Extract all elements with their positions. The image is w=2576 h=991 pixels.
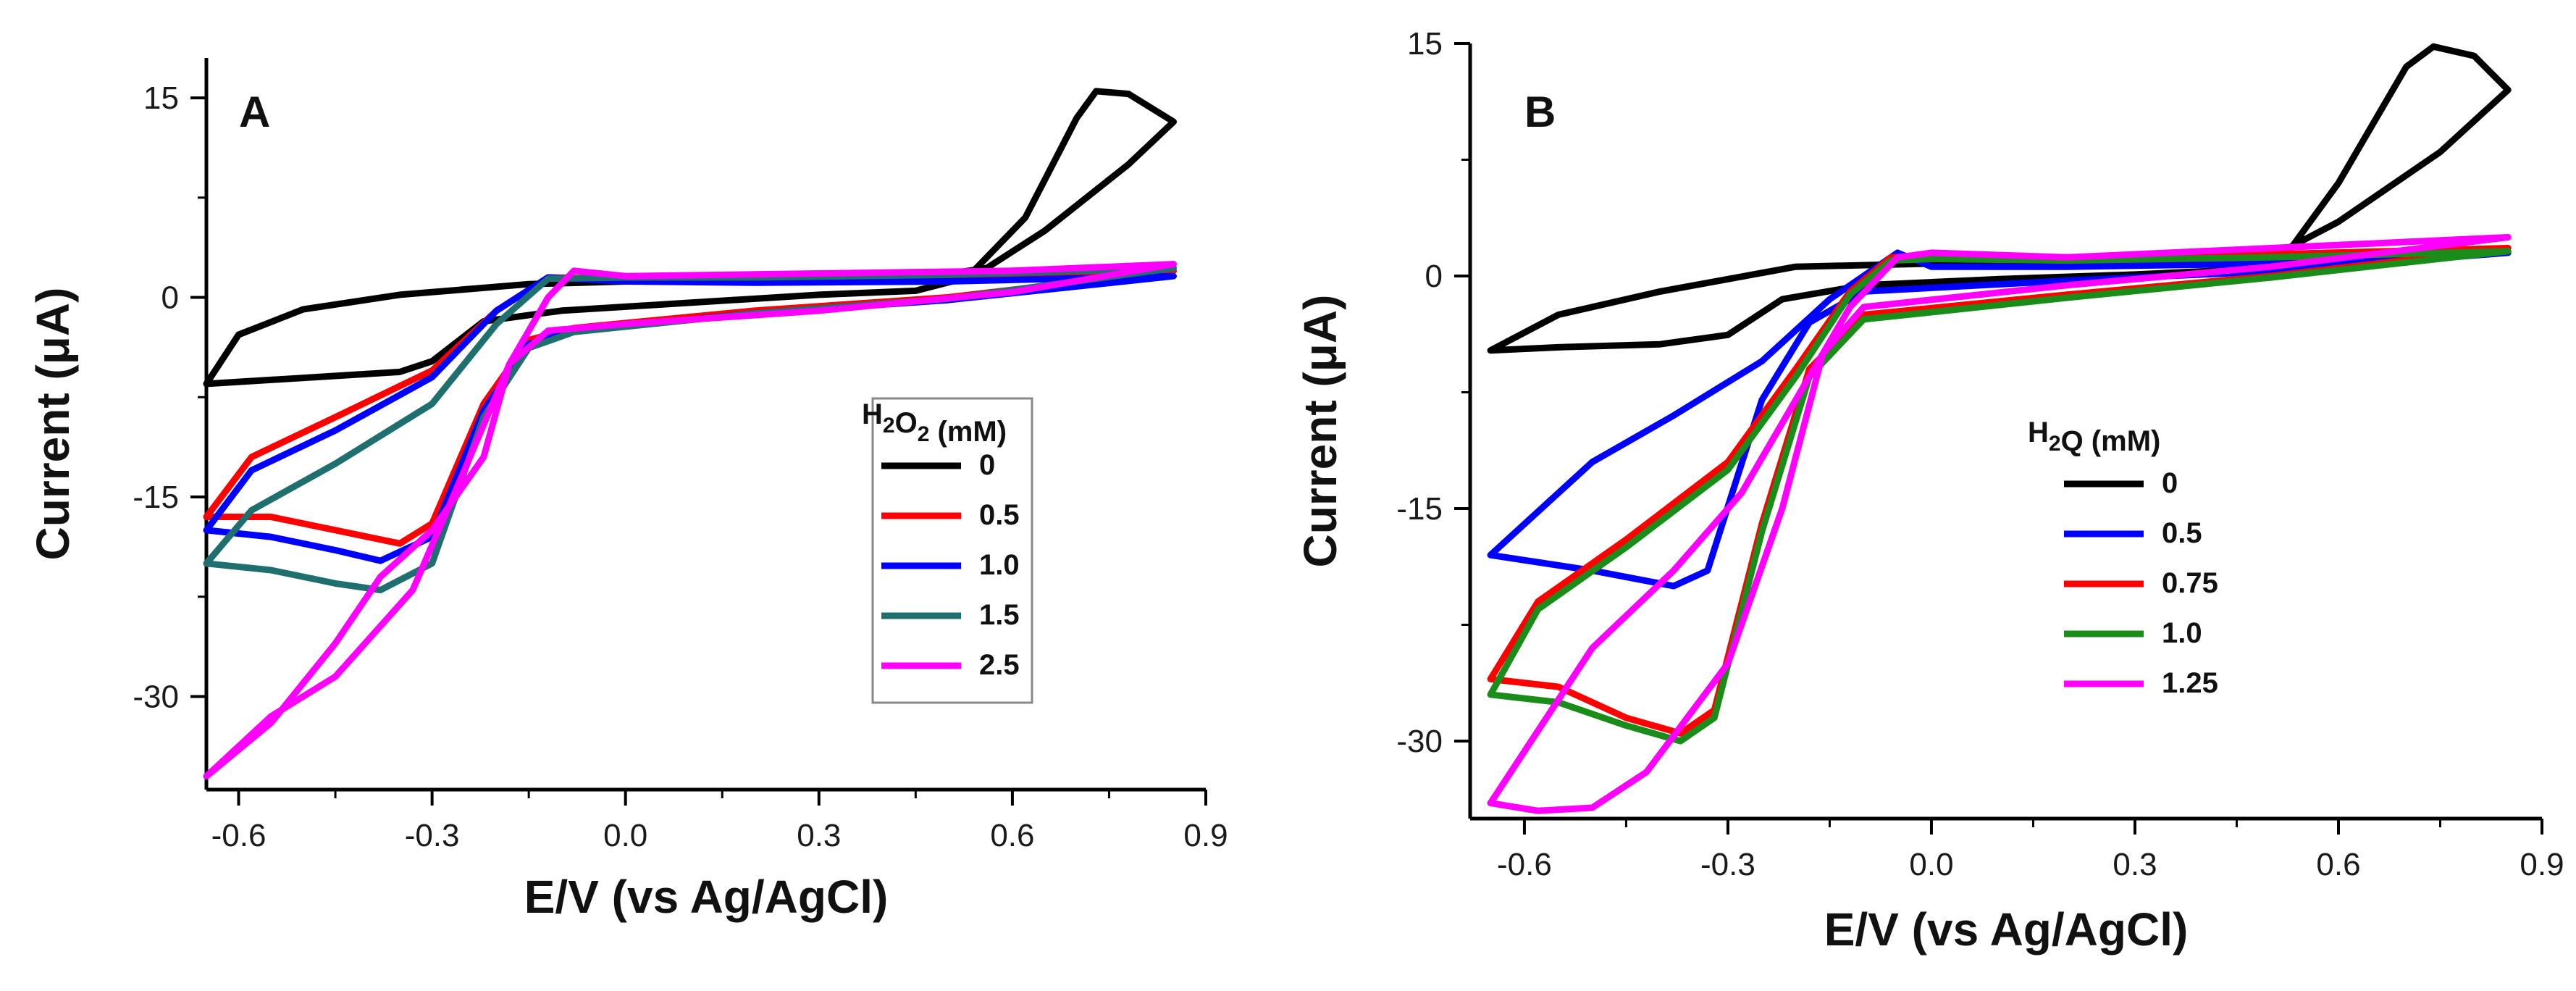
legend: H2Q (mM)0 0.5 0.75 1.0 1.25 — [2028, 417, 2218, 699]
panel-label: B — [1524, 88, 1556, 136]
series-line-1.25 — [1487, 234, 2512, 814]
legend-entry-0: 0 — [2162, 467, 2178, 499]
y-axis-title: Current (μA) — [27, 288, 79, 561]
x-tick-label: 0.9 — [2520, 847, 2564, 882]
y-axis-title: Current (μA) — [1294, 295, 1346, 568]
legend-entry-1.0: 1.0 — [979, 549, 1020, 581]
x-axis-title: E/V (vs Ag/AgCl) — [524, 871, 889, 923]
legend: H2O2 (mM)0 0.5 1.0 1.5 2.5 — [862, 397, 1033, 704]
x-axis-title: E/V (vs Ag/AgCl) — [1824, 903, 2189, 956]
y-tick-label: -15 — [133, 480, 179, 515]
y-tick-label: -30 — [133, 679, 179, 714]
series-line-2.5 — [203, 261, 1177, 780]
series-line-1.0 — [203, 272, 1177, 564]
legend-entry-0.5: 0.5 — [2162, 517, 2202, 549]
legend-entry-0: 0 — [979, 449, 995, 481]
y-tick-label: 0 — [161, 280, 179, 316]
x-tick-label: -0.3 — [405, 818, 460, 853]
series-line-0.5 — [203, 267, 1177, 547]
legend-box — [871, 397, 1033, 704]
x-tick-label: 0.0 — [603, 818, 647, 853]
legend-title: H2Q (mM) — [2028, 417, 2160, 457]
y-tick-label: -15 — [1396, 491, 1443, 527]
series-line-0.75 — [1487, 245, 2512, 737]
panel-a: -0.6 -0.3 0.0 0.3 0.6 0.9 15 0 -15 -30 A E/V (vs Ag… — [27, 58, 1228, 923]
panel-label: A — [239, 88, 270, 136]
y-tick-label: 15 — [143, 80, 179, 116]
x-tick-label: 0.3 — [2113, 847, 2157, 882]
legend-entry-1.0: 1.0 — [2162, 617, 2202, 649]
y-tick-label: -30 — [1396, 724, 1443, 759]
legend-entry-1.5: 1.5 — [979, 599, 1020, 631]
x-tick-label: 0.6 — [990, 818, 1034, 853]
legend-entry-2.5: 2.5 — [979, 649, 1020, 681]
legend-entry-1.25: 1.25 — [2162, 667, 2218, 699]
panel-b: -0.6 -0.3 0.0 0.3 0.6 0.9 15 0 -15 -30 B E/V (vs Ag… — [1294, 26, 2564, 956]
y-tick-label: 15 — [1407, 26, 1443, 62]
legend-entry-0.5: 0.5 — [979, 499, 1020, 531]
series-line-0 — [203, 88, 1177, 388]
legend-title: H2O2 (mM) — [862, 398, 1007, 448]
x-tick-label: 0.6 — [2316, 847, 2360, 882]
x-tick-label: -0.3 — [1700, 847, 1755, 882]
x-tick-label: 0.0 — [1909, 847, 1953, 882]
x-tick-label: -0.6 — [1497, 847, 1552, 882]
series-line-1.0 — [1487, 248, 2512, 745]
x-tick-label: 0.9 — [1183, 818, 1228, 853]
x-tick-label: 0.3 — [797, 818, 841, 853]
legend-entry-0.75: 0.75 — [2162, 567, 2218, 599]
x-tick-label: -0.6 — [211, 818, 267, 853]
y-tick-label: 0 — [1425, 259, 1443, 294]
